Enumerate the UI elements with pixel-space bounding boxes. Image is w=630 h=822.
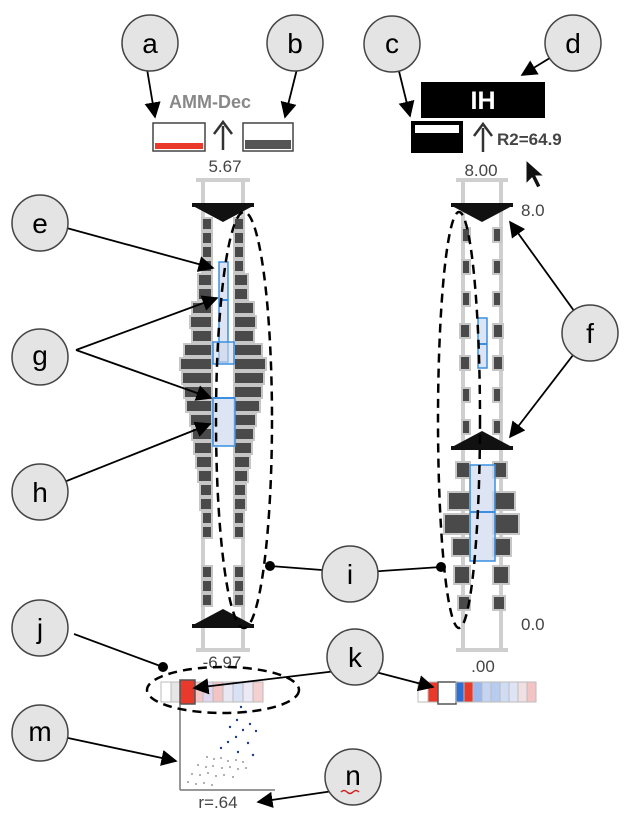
callout-m-label: m: [28, 716, 51, 747]
callout-n-circle: [324, 748, 382, 806]
mouse-cursor-icon: [525, 158, 546, 189]
callout-f-circle: [561, 304, 619, 362]
callout-e-circle: [11, 194, 69, 252]
right-up-arrow-icon[interactable]: [473, 121, 493, 152]
callout-i-left-ellipse: [214, 210, 274, 630]
callout-g-label: g: [32, 340, 48, 371]
left-up-arrow-icon[interactable]: [213, 119, 233, 150]
left-correlation-label: r=.64: [198, 793, 237, 812]
callout-n-label: n: [345, 760, 361, 791]
callout-i-label: i: [347, 559, 353, 590]
callout-a-label: a: [142, 28, 158, 59]
callout-b-circle: [266, 14, 324, 72]
callout-j-circle: [11, 599, 69, 657]
left-bottom-handle-bar: [192, 624, 254, 628]
left-axis-top-value: 5.67: [208, 157, 241, 176]
callout-i-right-ellipse: [436, 210, 482, 630]
callout-c-circle: [363, 15, 421, 73]
left-scatter-plot: [179, 704, 275, 791]
right-range-top-label: 8.0: [521, 201, 545, 220]
spellcheck-squiggle: [340, 789, 360, 795]
right-axis-title: IH: [471, 87, 496, 115]
left-top-range-handle[interactable]: [193, 206, 253, 222]
right-color-strip[interactable]: [417, 681, 537, 705]
right-top-range-handle[interactable]: [452, 206, 512, 222]
callout-g-circle: [11, 328, 69, 386]
callout-k-label: k: [348, 642, 363, 673]
callout-c-label: c: [385, 28, 399, 59]
right-middle-handle-bar: [451, 446, 513, 450]
callout-i-right-dot: [436, 562, 446, 572]
callout-j-label: j: [36, 613, 43, 644]
callout-j-dot: [158, 662, 168, 672]
left-color-strip-selected-cell[interactable]: [179, 679, 196, 705]
callout-f-label: f: [586, 318, 594, 349]
left-bottom-range-handle[interactable]: [193, 609, 253, 625]
left-histogram: [179, 217, 267, 607]
callout-d-circle: [544, 14, 602, 72]
callout-k-circle: [326, 628, 384, 686]
callout-d-label: d: [565, 28, 581, 59]
left-axis-title: AMM-Dec: [169, 92, 251, 112]
left-top-handle-bar: [192, 203, 254, 207]
callout-h-circle: [11, 463, 69, 521]
right-dark-swatch-highlight: [415, 125, 459, 133]
right-top-handle-bar: [451, 203, 513, 207]
callout-m-circle: [11, 704, 69, 762]
right-axis-title-box[interactable]: [421, 82, 545, 118]
callout-a-circle: [121, 14, 179, 72]
right-range-bottom-label: 0.0: [521, 615, 545, 634]
right-axis-bottom-value: .00: [471, 657, 495, 676]
callout-i-left-dot: [265, 561, 275, 571]
right-histogram: [443, 227, 520, 611]
callout-b-label: b: [287, 28, 303, 59]
right-r2-label: R2=64.9: [497, 130, 562, 149]
callout-e-label: e: [32, 208, 48, 239]
right-axis-group: IH R2=64.9 8.00 8.0: [411, 82, 562, 705]
callout-j-ellipse: [145, 665, 301, 715]
callout-i-circle: [321, 545, 379, 603]
right-axis-top-value: 8.00: [464, 161, 497, 180]
right-middle-range-handle[interactable]: [452, 431, 512, 447]
callout-h-label: h: [32, 477, 48, 508]
left-red-swatch-fill: [155, 143, 203, 149]
left-axis-group: AMM-Dec 5.67: [152, 92, 294, 812]
left-dark-swatch-fill: [245, 140, 291, 149]
callout-annotations: a b c d e f g h i j k m n: [11, 14, 619, 808]
left-axis-bottom-value: -6.97: [203, 653, 242, 672]
